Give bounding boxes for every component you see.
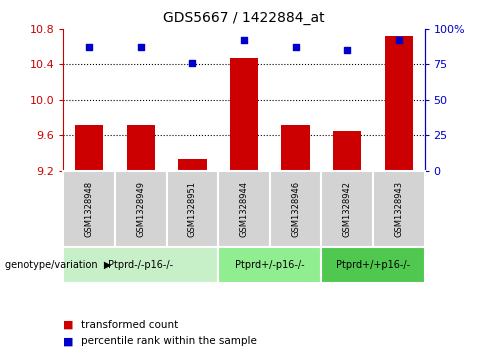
- Point: [85, 45, 93, 50]
- Point: [188, 60, 196, 66]
- Text: GSM1328951: GSM1328951: [188, 181, 197, 237]
- Title: GDS5667 / 1422884_at: GDS5667 / 1422884_at: [163, 11, 325, 25]
- Bar: [322, 171, 373, 247]
- Bar: [178, 159, 206, 171]
- Text: Ptprd+/+p16-/-: Ptprd+/+p16-/-: [336, 260, 410, 270]
- Bar: [218, 171, 270, 247]
- Text: GSM1328942: GSM1328942: [343, 181, 352, 237]
- Text: ■: ■: [63, 336, 74, 346]
- Text: genotype/variation  ▶: genotype/variation ▶: [5, 260, 111, 270]
- Text: GSM1328944: GSM1328944: [240, 181, 248, 237]
- Bar: [218, 247, 322, 283]
- Point: [292, 45, 300, 50]
- Point: [395, 37, 403, 43]
- Bar: [166, 171, 218, 247]
- Bar: [385, 36, 413, 171]
- Bar: [270, 171, 322, 247]
- Bar: [230, 58, 258, 171]
- Text: GSM1328943: GSM1328943: [394, 181, 403, 237]
- Point: [343, 47, 351, 53]
- Point: [137, 45, 145, 50]
- Bar: [322, 247, 425, 283]
- Text: transformed count: transformed count: [81, 320, 178, 330]
- Text: ■: ■: [63, 320, 74, 330]
- Text: Ptprd-/-p16-/-: Ptprd-/-p16-/-: [108, 260, 173, 270]
- Bar: [282, 125, 310, 171]
- Bar: [115, 171, 166, 247]
- Text: GSM1328948: GSM1328948: [85, 181, 94, 237]
- Point: [240, 37, 248, 43]
- Text: Ptprd+/-p16-/-: Ptprd+/-p16-/-: [235, 260, 305, 270]
- Bar: [127, 126, 155, 171]
- Text: GSM1328946: GSM1328946: [291, 181, 300, 237]
- Text: percentile rank within the sample: percentile rank within the sample: [81, 336, 256, 346]
- Bar: [373, 171, 425, 247]
- Bar: [63, 247, 218, 283]
- Bar: [75, 125, 103, 171]
- Bar: [63, 171, 115, 247]
- Text: GSM1328949: GSM1328949: [136, 181, 145, 237]
- Bar: [333, 131, 362, 171]
